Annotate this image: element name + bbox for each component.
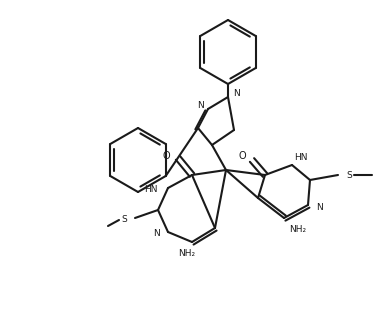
Text: HN: HN [294,152,308,162]
Text: N: N [316,203,323,212]
Text: N: N [233,90,240,99]
Text: NH₂: NH₂ [289,225,306,234]
Text: N: N [197,101,204,110]
Text: S: S [121,215,127,224]
Text: O: O [162,151,170,161]
Text: S: S [346,171,352,179]
Text: NH₂: NH₂ [178,249,196,259]
Text: HN: HN [144,186,158,194]
Text: N: N [153,229,160,239]
Text: O: O [238,151,246,161]
